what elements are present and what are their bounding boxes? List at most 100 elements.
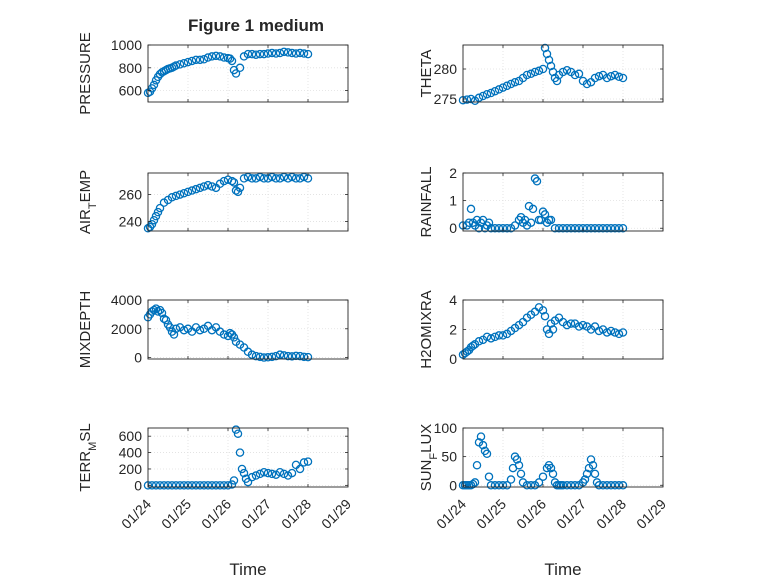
data-point [474,223,484,233]
series-air_temp [143,172,313,233]
data-point [566,223,576,233]
data-point [586,223,596,233]
data-point [618,328,628,337]
data-point [191,184,201,194]
data-point [540,210,550,219]
data-point [466,204,476,214]
data-point [582,79,592,89]
data-point [187,186,197,195]
data-point [227,176,237,186]
data-point [476,432,486,441]
data-point [582,469,592,479]
data-point [267,469,277,479]
x-axis-label: Time [229,560,266,579]
data-point [618,223,628,233]
data-point [247,49,257,59]
data-point [219,330,229,339]
axes-box [462,44,664,103]
data-point [279,47,289,57]
data-point [538,306,548,315]
data-point [275,467,285,477]
y-tick-label: 275 [434,91,458,107]
data-point [171,191,181,201]
data-point [149,305,159,315]
data-point [486,88,496,98]
data-point [602,328,612,337]
data-point [486,223,496,233]
data-point [239,468,249,478]
data-point [490,332,500,342]
data-point [548,325,558,334]
data-point [494,331,504,340]
data-point [227,56,237,66]
data-point [159,314,169,323]
data-point [574,69,584,79]
data-point [468,341,478,350]
data-point [590,73,600,83]
data-point [179,58,189,68]
data-point [175,481,185,490]
data-point [195,183,205,193]
data-point [239,174,249,183]
data-point [614,72,624,82]
axes-box [147,172,349,232]
data-point [287,48,297,58]
data-point [237,464,247,474]
plot-area [148,173,348,231]
data-point [295,174,305,183]
data-point [498,83,508,92]
data-point [163,481,173,490]
y-axis-label: MIXDEPTH [77,291,94,369]
data-point [219,53,229,62]
data-point [526,69,536,79]
data-point [466,94,476,104]
data-point [175,190,185,199]
data-point [191,55,201,65]
data-point [263,49,273,58]
data-point [534,66,544,76]
data-point [512,455,522,464]
axes-box [462,172,664,232]
data-point [540,311,550,321]
data-point [602,73,612,83]
data-point [494,85,504,94]
data-point [287,352,297,361]
data-point [610,328,620,337]
data-point [498,481,508,490]
data-point [179,481,189,490]
data-point [299,49,309,58]
data-point [506,475,516,484]
data-point [558,67,568,77]
data-point [510,221,520,230]
data-point [247,472,257,482]
data-point [562,223,572,233]
data-point [211,481,221,490]
y-tick-label: 0 [449,351,457,367]
data-point [486,481,496,490]
data-point [161,315,171,325]
axes-box [462,427,664,488]
data-point [167,481,177,490]
y-tick-label: 1000 [111,37,142,53]
series-terr_msl [143,425,313,490]
y-tick-label: 260 [119,187,143,203]
data-point [219,481,229,490]
data-point [598,223,608,233]
data-point [478,440,488,450]
data-point [179,188,189,198]
y-tick-label: 0 [449,220,457,236]
data-point [526,481,536,490]
data-point [538,472,548,481]
data-point [474,337,484,346]
data-point [229,476,239,485]
data-point [183,481,193,490]
data-point [606,71,616,81]
data-point [502,81,512,91]
data-point [203,180,213,190]
data-point [171,61,181,70]
data-point [590,223,600,233]
data-point [157,308,167,318]
data-point [303,457,313,466]
data-point [580,475,590,484]
